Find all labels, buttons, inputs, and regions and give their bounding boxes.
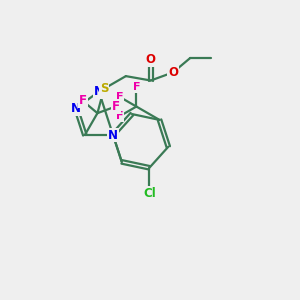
Text: F: F bbox=[116, 111, 123, 121]
Text: O: O bbox=[146, 53, 156, 66]
Text: F: F bbox=[133, 82, 140, 92]
Text: S: S bbox=[100, 82, 108, 95]
Text: F: F bbox=[79, 94, 87, 107]
Text: F: F bbox=[112, 100, 120, 113]
Text: Cl: Cl bbox=[143, 187, 156, 200]
Text: N: N bbox=[94, 85, 104, 98]
Text: F: F bbox=[116, 92, 123, 102]
Text: N: N bbox=[108, 128, 118, 142]
Text: N: N bbox=[71, 102, 81, 115]
Text: O: O bbox=[168, 66, 178, 79]
